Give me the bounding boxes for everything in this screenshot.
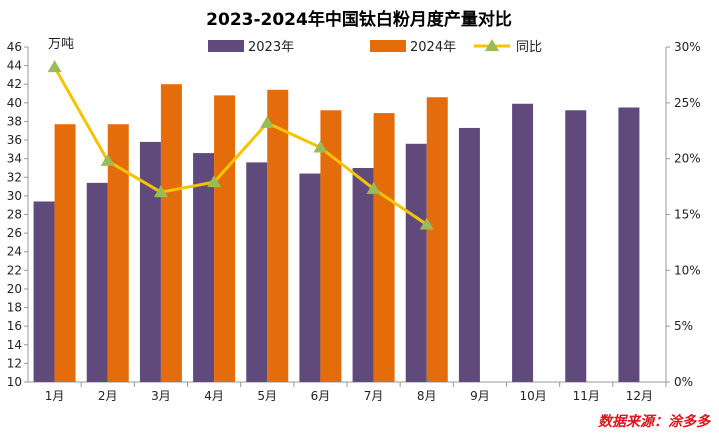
x-tick-label: 6月 [311, 389, 331, 403]
y-left-tick-label: 46 [7, 40, 22, 54]
line-point-marker [207, 175, 222, 188]
legend-label-2023年: 2023年 [248, 40, 294, 55]
y-right-tick-label: 20% [674, 152, 701, 166]
y-left-tick-label: 36 [7, 133, 22, 147]
y-right-tick-label: 30% [674, 40, 701, 54]
y-right-tick-label: 15% [674, 208, 701, 222]
bar-2023年-5月 [246, 162, 268, 382]
x-tick-label: 4月 [204, 389, 224, 403]
y-right-tick-label: 0% [674, 375, 693, 389]
y-left-tick-label: 14 [7, 338, 22, 352]
x-tick-label: 9月 [470, 389, 490, 403]
bar-2024年-6月 [320, 110, 342, 383]
y-left-tick-label: 28 [7, 208, 22, 222]
bar-2024年-3月 [160, 84, 182, 382]
line-point-marker [419, 217, 434, 230]
legend-swatch-2024年 [370, 40, 406, 52]
bar-2023年-4月 [193, 153, 215, 382]
line-series-同比 [53, 66, 428, 226]
x-tick-label: 10月 [519, 389, 546, 403]
y-right-tick-label: 5% [674, 319, 693, 333]
x-tick-label: 11月 [573, 389, 600, 403]
bar-2023年-1月 [33, 201, 55, 382]
bar-2023年-10月 [512, 103, 534, 382]
y-left-tick-label: 30 [7, 189, 22, 203]
y-left-tick-label: 40 [7, 96, 22, 110]
bar-2024年-8月 [426, 97, 448, 382]
line-point-marker [366, 181, 381, 194]
data-source-note: 数据来源：涂多多 [598, 413, 711, 430]
x-tick-label: 12月 [626, 389, 653, 403]
y-left-tick-label: 26 [7, 226, 22, 240]
legend-label-同比: 同比 [516, 40, 542, 55]
legend: 2023年 2024年 同比 [208, 39, 542, 55]
line-point-marker [260, 115, 275, 128]
y-left-tick-label: 44 [7, 59, 22, 73]
bar-2023年-2月 [86, 182, 108, 382]
y-left-tick-label: 32 [7, 170, 22, 184]
y-left-tick-label: 18 [7, 301, 22, 315]
line-point-marker [47, 60, 62, 73]
bar-2023年-11月 [565, 110, 587, 383]
y-left-tick-label: 10 [7, 375, 22, 389]
chart-title: 2023-2024年中国钛白粉月度产量对比 [206, 9, 512, 30]
bar-2024年-4月 [214, 95, 236, 382]
y-left-tick-label: 12 [7, 356, 22, 370]
y-right-tick-label: 10% [674, 263, 701, 277]
bar-2024年-5月 [267, 89, 289, 383]
y-left-tick-label: 38 [7, 114, 22, 128]
y-left-tick-label: 34 [7, 152, 22, 166]
line-point-marker [313, 140, 328, 153]
bar-2023年-7月 [352, 167, 374, 382]
x-tick-label: 8月 [417, 389, 437, 403]
x-tick-label: 5月 [257, 389, 277, 403]
y-left-tick-label: 24 [7, 245, 22, 259]
legend-swatch-marker [485, 39, 499, 51]
y-left-tick-label: 20 [7, 282, 22, 296]
y-left-tick-label: 42 [7, 77, 22, 91]
x-tick-label: 7月 [364, 389, 384, 403]
y-left-tick-label: 22 [7, 263, 22, 277]
plot-area: 10 12 14 16 18 20 22 24 26 28 30 32 34 36 38 40 42 44 46 0%… [7, 40, 701, 403]
x-tick-label: 2月 [98, 389, 118, 403]
bar-2023年-6月 [299, 173, 321, 382]
bar-2023年-3月 [139, 141, 161, 382]
bar-2024年-7月 [373, 113, 395, 382]
bar-2023年-8月 [405, 143, 427, 382]
bar-2023年-12月 [618, 107, 640, 382]
bar-2024年-2月 [107, 124, 129, 382]
bar-2024年-1月 [54, 124, 76, 382]
y-axis-unit-label: 万吨 [48, 37, 74, 52]
line-point-marker [153, 185, 168, 198]
line-point-marker [100, 153, 115, 166]
x-tick-label: 1月 [45, 389, 65, 403]
x-tick-label: 3月 [151, 389, 171, 403]
legend-label-2024年: 2024年 [410, 40, 456, 55]
bar-2023年-9月 [458, 127, 480, 382]
y-right-tick-label: 25% [674, 96, 701, 110]
legend-swatch-2023年 [208, 40, 244, 52]
y-left-tick-label: 16 [7, 319, 22, 333]
